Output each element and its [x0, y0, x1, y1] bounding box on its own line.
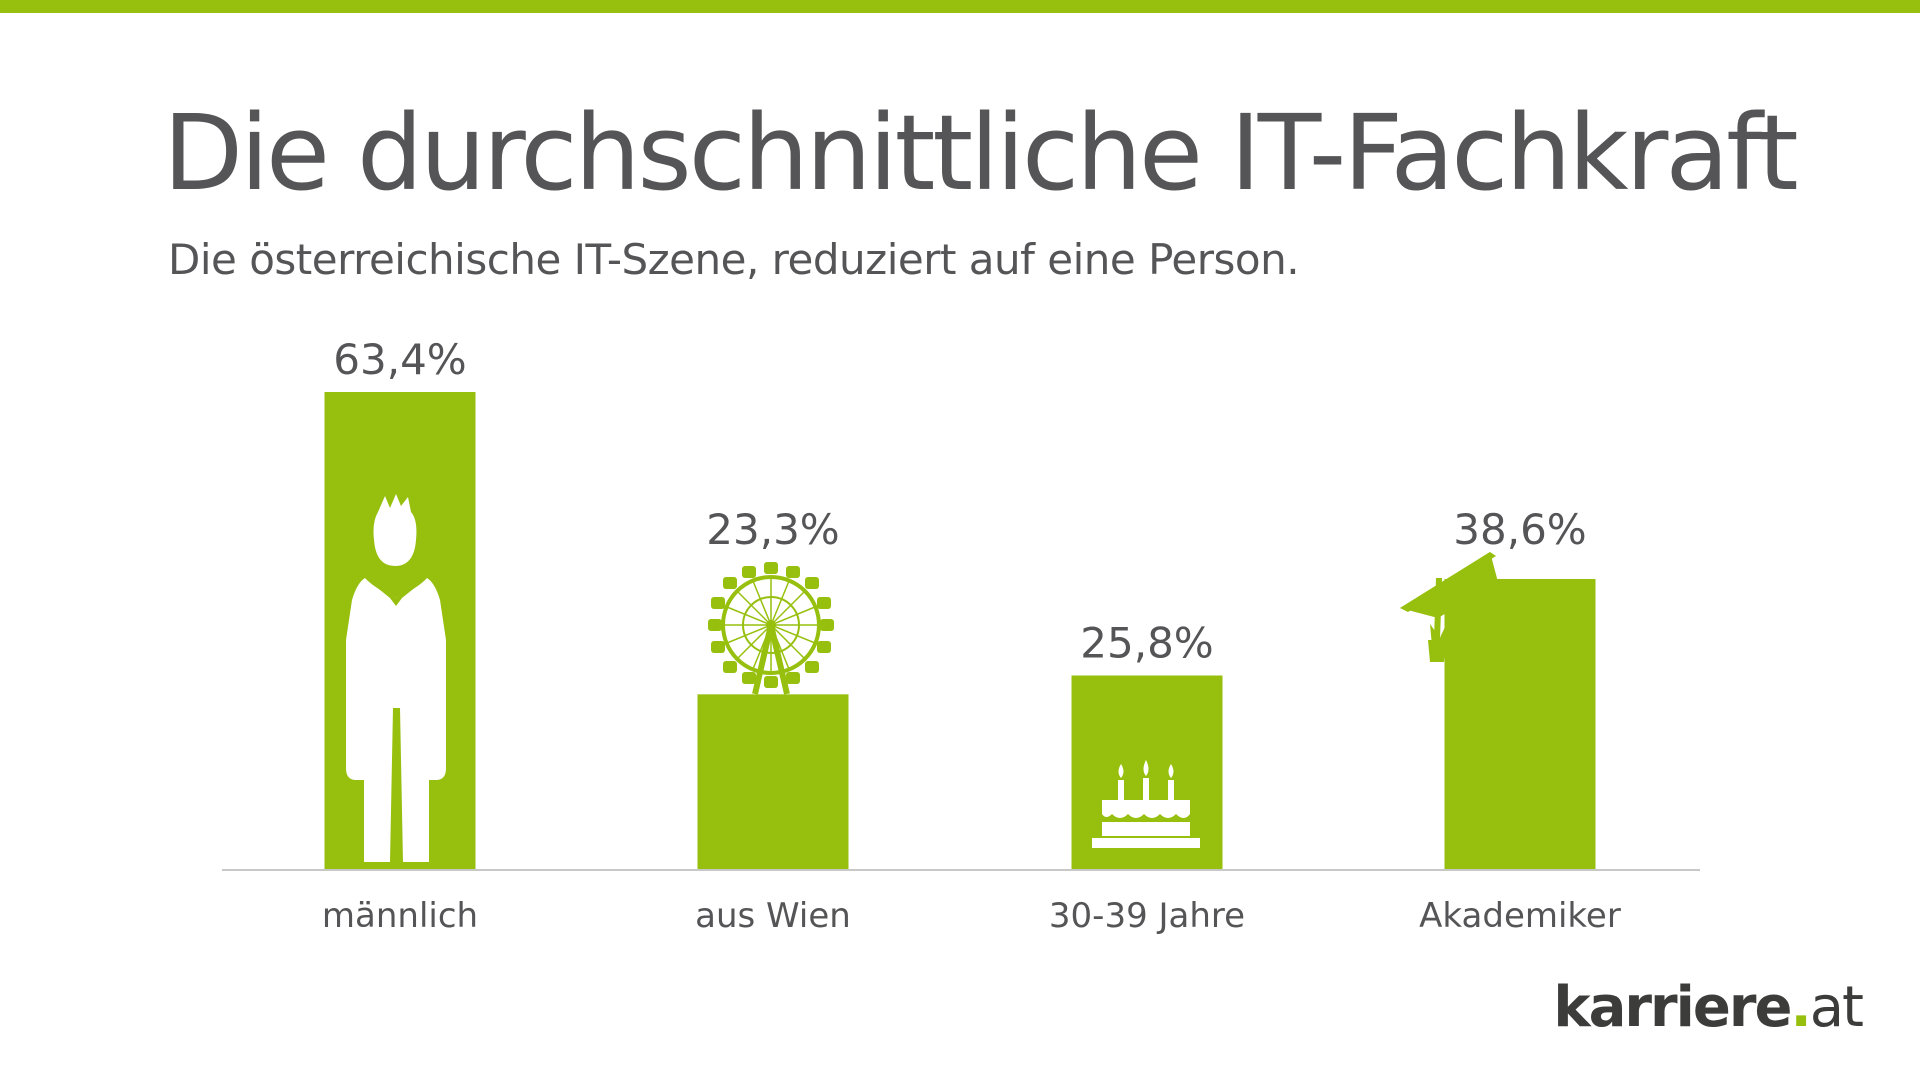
logo-dot: .: [1790, 975, 1811, 1040]
bar-aus-wien: [697, 694, 849, 870]
value-label-maennlich: 63,4%: [333, 335, 466, 384]
value-label-aus-wien: 23,3%: [706, 505, 839, 554]
category-label-30-39-jahre: 30-39 Jahre: [1049, 896, 1245, 936]
ferris-wheel-icon: [708, 562, 834, 695]
page-title: Die durchschnittliche IT-Fachkraft: [163, 92, 1799, 214]
bar-akademiker: [1444, 578, 1596, 870]
category-label-aus-wien: aus Wien: [695, 896, 851, 936]
category-label-akademiker: Akademiker: [1419, 896, 1621, 936]
logo-tld-text: at: [1809, 975, 1864, 1040]
page-subtitle: Die österreichische IT-Szene, reduziert …: [168, 235, 1300, 284]
karriere-logo: karriere.at: [1553, 980, 1864, 1036]
person-icon: [346, 494, 446, 862]
value-label-akademiker: 38,6%: [1453, 505, 1586, 554]
logo-brand-text: karriere: [1553, 975, 1792, 1040]
graduation-cap-icon: [1400, 552, 1498, 662]
birthday-cake-icon: [1092, 760, 1200, 848]
top-accent-bar: [0, 0, 1920, 13]
category-label-maennlich: männlich: [322, 896, 478, 936]
value-label-30-39-jahre: 25,8%: [1080, 618, 1213, 667]
